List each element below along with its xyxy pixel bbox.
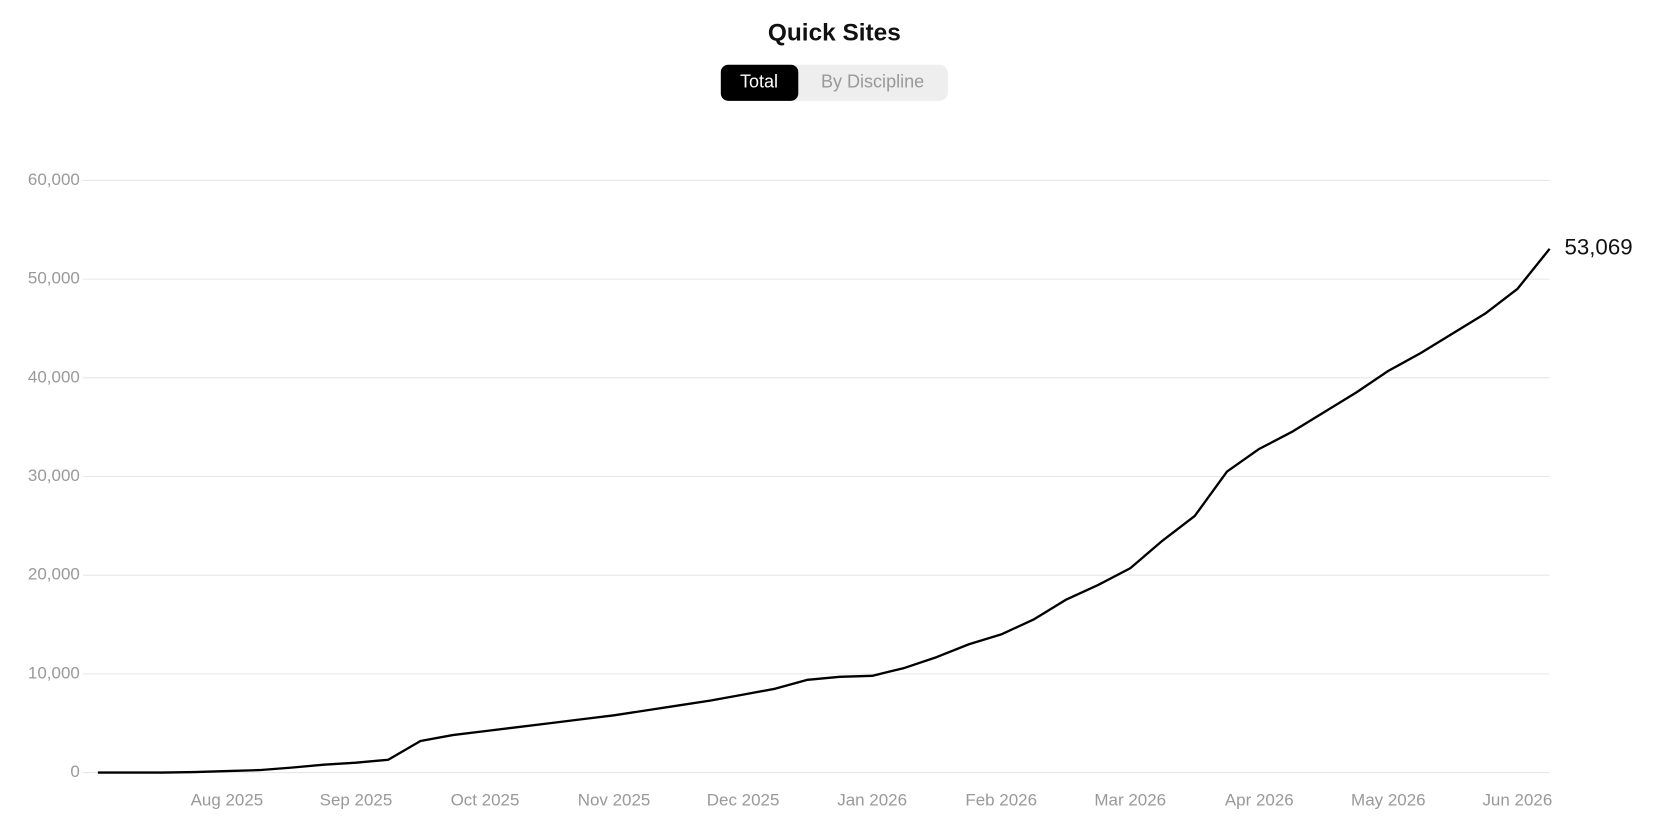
x-tick-label: Apr 2026 bbox=[1225, 791, 1294, 810]
x-tick-label: Dec 2025 bbox=[707, 791, 780, 810]
y-tick-label: 60,000 bbox=[28, 170, 80, 189]
toggle-option[interactable]: Total bbox=[740, 72, 778, 92]
x-tick-label: Feb 2026 bbox=[965, 791, 1037, 810]
x-tick-label: Mar 2026 bbox=[1094, 791, 1166, 810]
y-tick-label: 30,000 bbox=[28, 466, 80, 485]
x-tick-label: Aug 2025 bbox=[191, 791, 264, 810]
y-tick-label: 10,000 bbox=[28, 663, 80, 682]
x-tick-label: Oct 2025 bbox=[451, 791, 520, 810]
y-tick-label: 0 bbox=[70, 762, 79, 781]
y-tick-label: 40,000 bbox=[28, 367, 80, 386]
y-tick-label: 20,000 bbox=[28, 565, 80, 584]
x-tick-label: Sep 2025 bbox=[320, 791, 393, 810]
value-label: 53,069 bbox=[1564, 235, 1632, 260]
x-tick-label: Jun 2026 bbox=[1482, 791, 1552, 810]
toggle-active[interactable] bbox=[720, 64, 799, 101]
x-tick-label: Nov 2025 bbox=[578, 791, 651, 810]
y-tick-label: 50,000 bbox=[28, 269, 80, 288]
x-tick-label: Jan 2026 bbox=[837, 791, 907, 810]
toggle-option[interactable]: By Discipline bbox=[821, 72, 924, 92]
line bbox=[97, 248, 1551, 774]
chart-title: Quick Sites bbox=[768, 19, 901, 46]
x-tick-label: May 2026 bbox=[1351, 791, 1426, 810]
